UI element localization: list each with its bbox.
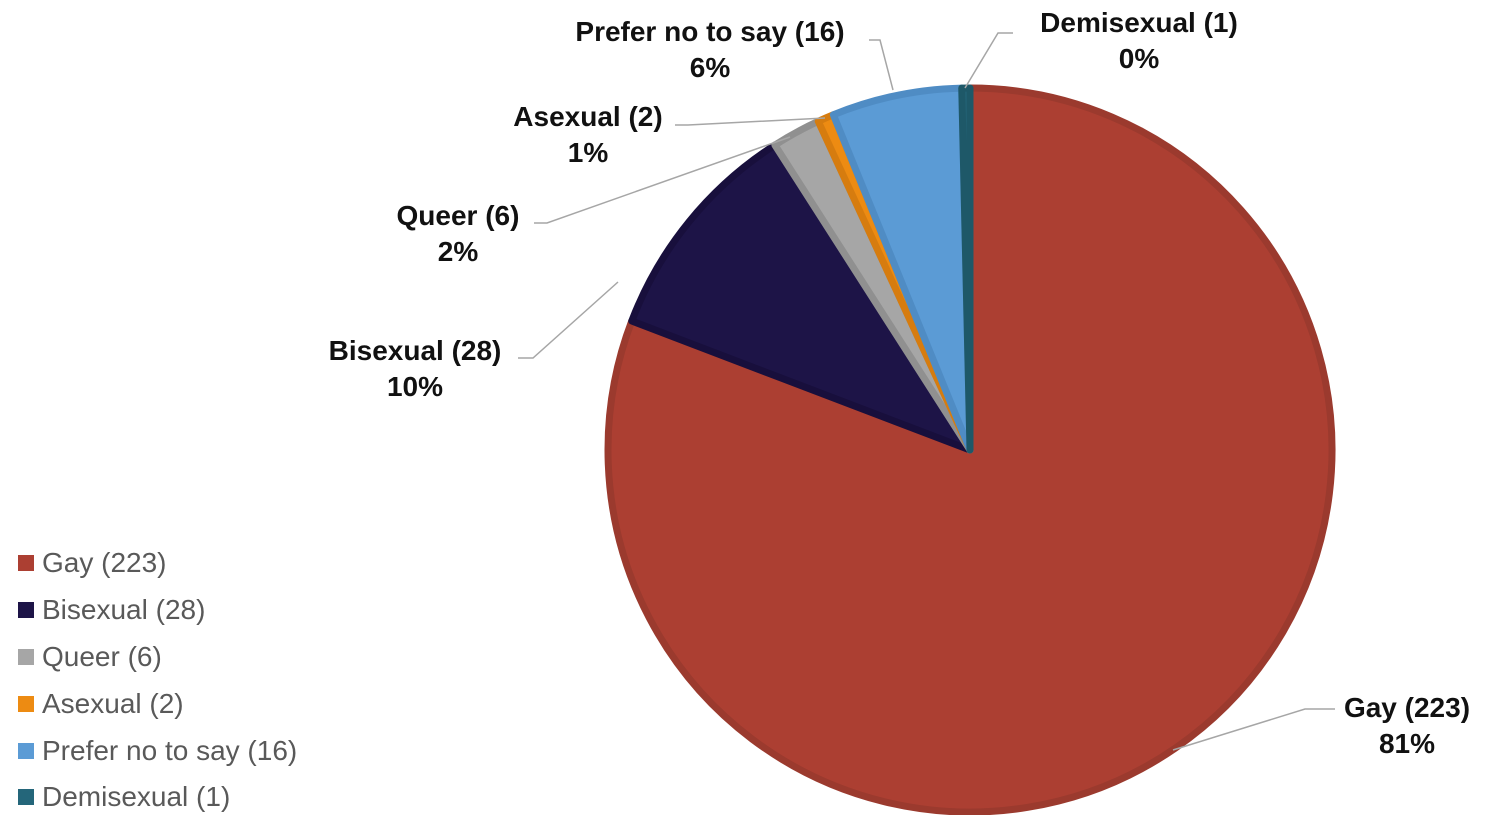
legend-item: Gay (223) <box>18 540 297 587</box>
legend-item: Bisexual (28) <box>18 587 297 634</box>
data-label-category: Gay (223) <box>1344 692 1470 723</box>
legend-label: Gay (223) <box>42 547 167 579</box>
legend-label: Prefer no to say (16) <box>42 734 298 766</box>
data-labels: Gay (223) 81% Bisexual (28) 10% Queer (6) 2% A… <box>329 7 1470 759</box>
legend-swatch <box>18 742 34 759</box>
leader-line <box>964 32 1013 89</box>
legend-swatch <box>18 555 34 572</box>
legend-swatch <box>18 789 34 806</box>
legend-swatch <box>18 648 34 665</box>
legend-item: Demisexual (1) <box>18 774 297 821</box>
data-label-category: Prefer no to say (16) <box>575 16 844 47</box>
data-label-category: Asexual (2) <box>513 101 662 132</box>
legend-item: Asexual (2) <box>18 680 297 727</box>
data-label-category: Demisexual (1) <box>1040 7 1238 38</box>
data-label-percent: 10% <box>387 371 443 402</box>
pie-slices <box>604 84 1336 815</box>
leader-line <box>1172 708 1335 751</box>
legend-swatch <box>18 695 34 712</box>
legend-label: Asexual (2) <box>42 687 184 719</box>
data-label-category: Bisexual (28) <box>329 335 502 366</box>
legend: Gay (223) Bisexual (28) Queer (6) Asexual (… <box>18 540 297 821</box>
leader-line <box>534 136 791 224</box>
pie-slice-bisexual <box>628 141 974 454</box>
data-label-percent: 0% <box>1119 43 1160 74</box>
legend-item: Queer (6) <box>18 634 297 681</box>
leader-line <box>869 39 894 91</box>
legend-swatch <box>18 602 34 619</box>
legend-item: Prefer no to say (16) <box>18 727 297 774</box>
legend-label: Demisexual (1) <box>42 781 231 813</box>
data-label-percent: 6% <box>690 52 731 83</box>
data-label-percent: 81% <box>1379 728 1435 759</box>
leader-lines <box>518 32 1335 751</box>
legend-label: Bisexual (28) <box>42 594 206 626</box>
pie-slice-demisexual <box>958 84 974 454</box>
leader-line <box>675 117 826 126</box>
leader-line <box>518 281 619 359</box>
legend-label: Queer (6) <box>42 640 162 672</box>
data-label-category: Queer (6) <box>397 200 520 231</box>
data-label-percent: 1% <box>568 137 609 168</box>
data-label-percent: 2% <box>438 236 479 267</box>
